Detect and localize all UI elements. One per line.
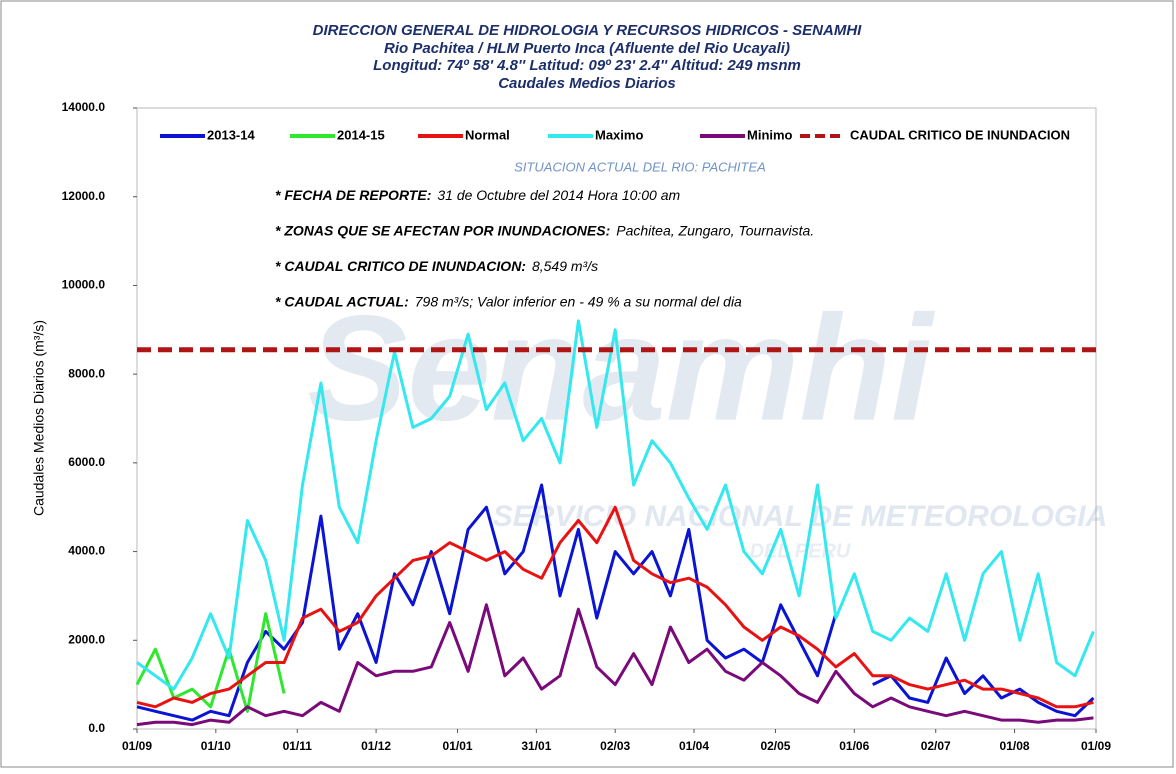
series-line xyxy=(872,656,1095,718)
plot-area xyxy=(136,107,1097,730)
legend-label: Minimo xyxy=(747,127,793,142)
annotation-label: * CAUDAL CRITICO DE INUNDACION: xyxy=(275,258,526,274)
y-tick-label: 4000.0 xyxy=(68,544,105,558)
annotation-label: * CAUDAL ACTUAL: xyxy=(275,293,409,309)
y-tick-label: 0.0 xyxy=(88,721,105,735)
y-tick-label: 14000.0 xyxy=(62,100,106,114)
x-tick-label: 02/07 xyxy=(921,739,951,753)
x-tick-label: 01/01 xyxy=(443,739,473,753)
annotation-text: Pachitea, Zungaro, Tournavista. xyxy=(616,222,814,238)
watermark: DEL PERU xyxy=(750,540,851,562)
annotation: * ZONAS QUE SE AFECTAN POR INUNDACIONES:… xyxy=(275,222,814,238)
y-tick-label: 10000.0 xyxy=(62,278,106,292)
x-tick-label: 01/12 xyxy=(361,739,391,753)
y-tick-label: 12000.0 xyxy=(62,189,106,203)
series-line xyxy=(136,319,1095,691)
x-tick-label: 01/06 xyxy=(839,739,869,753)
legend-label: 2014-15 xyxy=(337,127,385,142)
title-line: Rio Pachitea / HLM Puerto Inca (Afluente… xyxy=(384,40,790,57)
x-tick-label: 01/09 xyxy=(122,739,152,753)
x-tick-label: 01/04 xyxy=(679,739,709,753)
title-line: Longitud: 74º 58' 4.8'' Latitud: 09º 23'… xyxy=(373,57,801,74)
legend-label: Normal xyxy=(465,127,510,142)
subtitle: SITUACION ACTUAL DEL RIO: PACHITEA xyxy=(514,159,766,174)
legend-label: Maximo xyxy=(595,127,643,142)
legend-label: 2013-14 xyxy=(207,127,255,142)
x-tick-label: 31/01 xyxy=(521,739,551,753)
annotation: * CAUDAL CRITICO DE INUNDACION: 8,549 m³/… xyxy=(275,258,598,274)
title-line: DIRECCION GENERAL DE HIDROLOGIA Y RECURS… xyxy=(313,22,862,39)
x-tick-label: 02/05 xyxy=(760,739,790,753)
annotation-text: 31 de Octubre del 2014 Hora 10:00 am xyxy=(437,187,680,203)
y-tick-label: 8000.0 xyxy=(68,366,105,380)
series-line xyxy=(136,505,1094,709)
x-tick-label: 02/03 xyxy=(600,739,630,753)
annotation-text: 8,549 m³/s xyxy=(532,258,598,274)
y-tick-label: 6000.0 xyxy=(68,455,105,469)
series-line xyxy=(135,612,286,713)
title-line: Caudales Medios Diarios xyxy=(498,75,676,92)
annotation-label: * FECHA DE REPORTE: xyxy=(275,187,431,203)
annotation-label: * ZONAS QUE SE AFECTAN POR INUNDACIONES: xyxy=(275,222,610,238)
x-tick-label: 01/08 xyxy=(1000,739,1030,753)
annotation-text: 798 m³/s; Valor inferior en - 49 % a su … xyxy=(415,293,742,309)
annotation: * FECHA DE REPORTE: 31 de Octubre del 201… xyxy=(275,187,681,203)
annotation: * CAUDAL ACTUAL: 798 m³/s; Valor inferior… xyxy=(275,293,742,309)
legend-label: CAUDAL CRITICO DE INUNDACION xyxy=(850,127,1070,142)
watermark: SERVICIO NACIONAL DE METEOROLOGIA xyxy=(493,500,1108,533)
x-tick-label: 01/09 xyxy=(1081,739,1111,753)
x-tick-label: 01/10 xyxy=(201,739,231,753)
x-tick-label: 01/11 xyxy=(283,739,313,753)
series-line xyxy=(136,603,1094,727)
series-line xyxy=(136,483,838,722)
y-axis-label: Caudales Medios Diarios (m³/s) xyxy=(31,320,47,516)
y-tick-label: 2000.0 xyxy=(68,632,105,646)
